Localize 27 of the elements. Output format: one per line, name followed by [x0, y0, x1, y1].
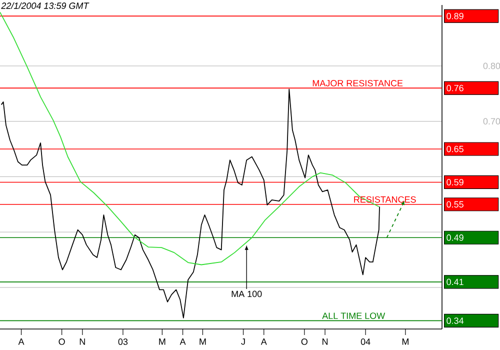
x-tick-label: M — [159, 338, 166, 345]
x-tick-label: A — [260, 338, 267, 345]
x-tick-label: M — [200, 338, 206, 345]
x-tick-label: M — [402, 338, 408, 345]
ref-line-label: 0.34 — [446, 318, 464, 324]
ref-line-label: 0.89 — [446, 12, 464, 20]
ref-line-label: 0.65 — [446, 146, 464, 152]
x-tick-label: J — [241, 338, 245, 345]
x-tick-label: N — [80, 338, 85, 345]
annotation: MA 100 — [232, 290, 262, 298]
annotation: ALL TIME LOW — [322, 312, 386, 319]
x-tick-label: 04 — [360, 338, 370, 345]
y-tick-label: 0.80 — [483, 62, 500, 70]
x-tick-label: A — [18, 338, 24, 345]
y-tick-label: 0.70 — [483, 118, 500, 124]
ref-line-label: 0.76 — [446, 84, 464, 92]
annotation: 22/1/2004 13:59 GMT — [1, 2, 90, 9]
x-tick-label: O — [58, 338, 65, 345]
x-tick-label: N — [322, 338, 328, 345]
ref-line-label: 0.55 — [446, 201, 464, 208]
ref-line-label: 0.59 — [446, 179, 464, 186]
ref-line-label: 0.41 — [446, 278, 464, 286]
ref-line-label: 0.49 — [446, 234, 464, 241]
x-tick-label: 03 — [118, 338, 128, 345]
annotation: MAJOR RESISTANCE — [312, 80, 403, 86]
x-tick-label: A — [180, 338, 186, 345]
x-tick-label: O — [301, 338, 308, 345]
